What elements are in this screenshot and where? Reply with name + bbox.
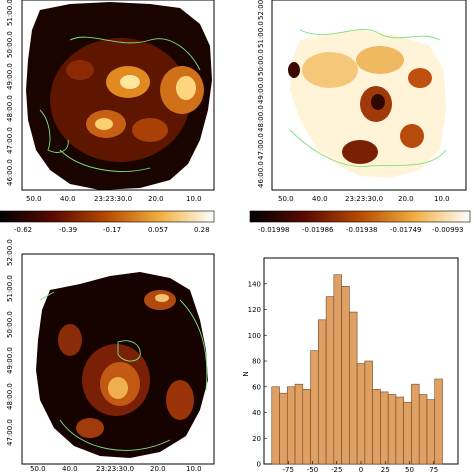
tr-y-tick: 51:00.0 (257, 21, 265, 48)
histogram-bar (302, 389, 311, 465)
tr-x-tick: 23:23:30.0 (345, 195, 383, 203)
tl-x-tick: 20.0 (148, 195, 164, 203)
tl-x-tick: 23:23:30.0 (94, 195, 132, 203)
tl-y-tick: 51:00.0 (6, 0, 14, 26)
bl-x-tick: 20.0 (150, 465, 166, 473)
histogram-bar (387, 394, 397, 465)
tr-y-tick: 46:00.0 (257, 161, 265, 188)
histogram-bar (279, 392, 288, 465)
histogram-x-tick-label: -75 (283, 466, 294, 474)
histogram-bar (356, 363, 366, 465)
histogram-bar (325, 296, 335, 465)
tr-y-tick: 49:00.0 (257, 77, 265, 104)
tl-y-tick: 49:00.0 (6, 63, 14, 90)
histogram-x-tick-label: 50 (405, 466, 414, 474)
histogram-bar (333, 274, 342, 465)
tr-y-tick: 48:00.0 (257, 105, 265, 132)
histogram-bar (418, 394, 428, 465)
histogram-bar (349, 311, 358, 465)
tl-colorbar-tick: -0.17 (103, 226, 121, 234)
tr-colorbar-tick: -0.00993 (432, 226, 463, 234)
histogram-bar (380, 391, 389, 465)
histogram-bar (411, 383, 420, 465)
histogram-bar (403, 401, 412, 465)
tl-x-tick: 40.0 (60, 195, 76, 203)
histogram-bars (271, 274, 443, 465)
histogram-bar (341, 286, 350, 465)
bl-x-tick: 40.0 (62, 465, 78, 473)
histogram-y-tick-label: 120 (248, 306, 261, 314)
histogram: 0 20 40 60 80 100 120 140 -75 -50 -25 0 25 50 75 N (242, 257, 459, 474)
histogram-bar (286, 386, 296, 465)
histogram-y-tick-label: 140 (248, 280, 261, 288)
panel-top-right: 46:00.0 47:00.0 48:00.0 49:00.0 50:00.0 … (249, 0, 471, 234)
tr-colorbar (249, 210, 471, 223)
histogram-y-tick-label: 60 (252, 383, 261, 391)
panel-top-left: 46:00.0 47:00.0 48:00.0 49:00.0 50:00.0 … (0, 0, 215, 234)
histogram-y-ticks: 0 20 40 60 80 100 120 140 (248, 280, 267, 469)
tl-colorbar-tick: 0.28 (194, 226, 210, 234)
histogram-bar (434, 378, 443, 465)
tl-colorbar-tick: 0.057 (148, 226, 168, 234)
tl-x-tick: 10.0 (186, 195, 202, 203)
histogram-bar (426, 399, 436, 465)
histogram-y-tick-label: 40 (252, 409, 261, 417)
tl-colorbar-tick: -0.62 (14, 226, 32, 234)
tr-y-tick: 47:00.0 (257, 133, 265, 160)
tr-colorbar-tick: -0.01986 (302, 226, 334, 234)
tl-y-tick: 46:00.0 (6, 159, 14, 186)
histogram-bar (310, 350, 319, 465)
histogram-bar (395, 396, 404, 465)
bl-y-tick: 48:00.0 (6, 383, 14, 410)
tl-colorbar (0, 210, 215, 223)
tl-x-tick: 50.0 (26, 195, 42, 203)
tr-x-tick: 50.0 (278, 195, 294, 203)
tr-colorbar-tick: -0.01938 (346, 226, 377, 234)
tr-x-tick: 40.0 (312, 195, 328, 203)
histogram-bar (364, 360, 373, 465)
bl-y-tick: 51:00.0 (6, 275, 14, 302)
tl-y-tick: 48:00.0 (6, 95, 14, 122)
histogram-x-tick-label: 75 (429, 466, 438, 474)
bl-y-tick: 52:00.0 (6, 239, 14, 266)
tl-y-tick: 47:00.0 (6, 127, 14, 154)
tr-x-tick: 20.0 (398, 195, 414, 203)
tr-y-tick: 50:00.0 (257, 49, 265, 76)
bl-x-tick: 50.0 (30, 465, 46, 473)
histogram-y-tick-label: 0 (257, 461, 261, 469)
tl-y-tick: 50:00.0 (6, 31, 14, 58)
histogram-y-tick-label: 100 (248, 332, 261, 340)
tr-x-tick: 10.0 (434, 195, 450, 203)
bl-x-tick: 23:23:30.0 (96, 465, 134, 473)
bl-y-tick: 50:00.0 (6, 311, 14, 338)
bl-y-tick: 49:00.0 (6, 347, 14, 374)
histogram-x-ticks: -75 -50 -25 0 25 50 75 (283, 461, 438, 474)
panel-bottom-left: 47:00.0 48:00.0 49:00.0 50:00.0 51:00.0 … (6, 239, 215, 473)
histogram-bar (372, 389, 381, 465)
tl-colorbar-tick: -0.39 (59, 226, 77, 234)
histogram-ylabel: N (242, 371, 250, 376)
histogram-y-tick-label: 20 (252, 435, 261, 443)
bl-x-tick: 10.0 (186, 465, 202, 473)
histogram-x-tick-label: 25 (381, 466, 390, 474)
bl-y-tick: 47:00.0 (6, 419, 14, 446)
tr-colorbar-tick: -0.01749 (390, 226, 421, 234)
histogram-x-tick-label: -25 (331, 466, 342, 474)
histogram-x-tick-label: 0 (359, 466, 363, 474)
histogram-bar (271, 386, 280, 465)
histogram-bar (294, 383, 304, 465)
histogram-y-tick-label: 80 (252, 358, 261, 366)
histogram-bar (318, 319, 327, 465)
histogram-x-tick-label: -50 (307, 466, 318, 474)
tr-colorbar-tick: -0.01998 (258, 226, 289, 234)
tr-y-tick: 52:00.0 (257, 0, 265, 20)
